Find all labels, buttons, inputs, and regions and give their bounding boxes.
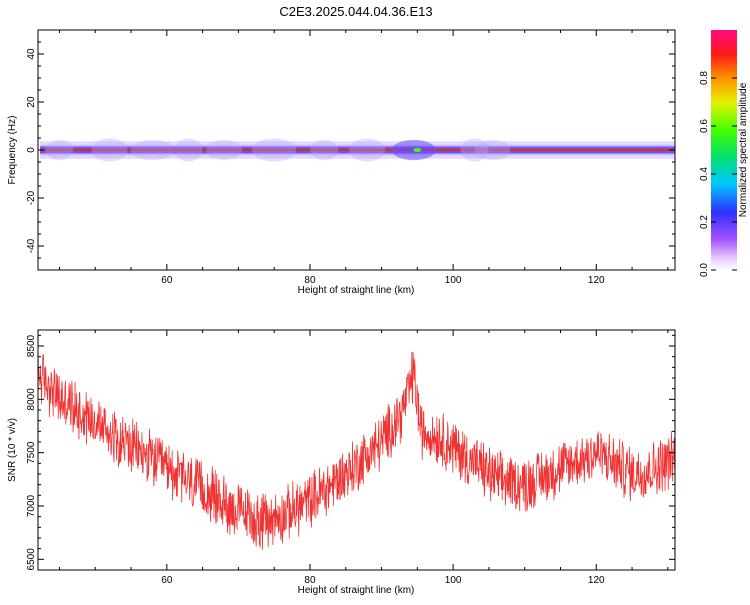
spectrogram-y-tick-label: -20 <box>26 190 37 205</box>
colorbar: 0.0 0.2 0.4 0.6 0.8 Normalized spectral ampl… <box>699 30 749 277</box>
colorbar-tick-label: 0.2 <box>699 215 710 229</box>
spectrogram-y-tick-label: 0 <box>26 147 37 153</box>
spectrogram-blob <box>252 138 297 162</box>
colorbar-tick-label: 0.6 <box>699 119 710 133</box>
spectrogram-blob <box>310 139 339 161</box>
spectrogram-x-tick-label: 120 <box>588 275 605 286</box>
colorbar-ticks: 0.0 0.2 0.4 0.6 0.8 <box>699 71 737 277</box>
snr-y-tick-label: 8000 <box>26 388 37 411</box>
snr-ticks: 60 80 100 120 6500 7000 7500 8000 8500 <box>26 330 675 586</box>
colorbar-tick-label: 0.8 <box>699 71 710 85</box>
spectrogram-panel: 60 80 100 120 -40 -20 0 20 40 Height of straight… <box>7 29 676 296</box>
colorbar-gradient <box>711 30 737 270</box>
snr-frame <box>37 329 676 571</box>
snr-y-tick-label: 6500 <box>26 548 37 571</box>
spectrogram-highlight <box>413 148 422 152</box>
spectrogram-blob <box>206 139 243 161</box>
spectrogram-blob <box>474 139 511 161</box>
spectrogram-blob <box>130 139 175 161</box>
spectrogram-core-line <box>40 148 675 152</box>
snr-x-tick-label: 120 <box>588 575 605 586</box>
colorbar-tick-label: 0.4 <box>699 167 710 181</box>
spectrogram-x-label: Height of straight line (km) <box>298 285 415 296</box>
spectrogram-y-tick-label: 20 <box>26 96 37 108</box>
spectrogram-blob <box>174 138 203 162</box>
snr-y-tick-label: 8500 <box>26 334 37 357</box>
spectrogram-x-tick-label: 60 <box>161 275 173 286</box>
spectrogram-x-tick-label: 100 <box>445 275 462 286</box>
spectrogram-blob <box>460 138 489 162</box>
snr-y-tick-label: 7000 <box>26 494 37 517</box>
snr-series-line <box>38 350 675 550</box>
colorbar-tick-label: 0.0 <box>699 263 710 277</box>
snr-x-label: Height of straight line (km) <box>298 585 415 596</box>
spectrogram-blob <box>45 139 74 161</box>
colorbar-label: Normalized spectral amplitude <box>738 82 749 217</box>
spectrogram-blob <box>349 138 386 162</box>
spectrogram-ticks: 60 80 100 120 -40 -20 0 20 40 <box>26 30 675 286</box>
spectrogram-y-label: Frequency (Hz) <box>7 116 18 185</box>
snr-x-tick-label: 80 <box>304 575 316 586</box>
spectrogram-y-tick-label: 40 <box>26 48 37 60</box>
snr-panel: 60 80 100 120 6500 7000 7500 8000 8500 Height of… <box>7 329 676 596</box>
snr-x-tick-label: 60 <box>161 575 173 586</box>
figure-title: C2E3.2025.044.04.36.E13 <box>279 4 432 19</box>
snr-y-label: SNR (10 * v/v) <box>7 418 18 482</box>
spectrogram-x-tick-label: 80 <box>304 275 316 286</box>
snr-x-tick-label: 100 <box>445 575 462 586</box>
snr-y-tick-label: 7500 <box>26 441 37 464</box>
spectrogram-blob <box>91 138 128 162</box>
spectrogram-blobs <box>45 138 511 162</box>
spectrogram-y-tick-label: -40 <box>26 238 37 253</box>
